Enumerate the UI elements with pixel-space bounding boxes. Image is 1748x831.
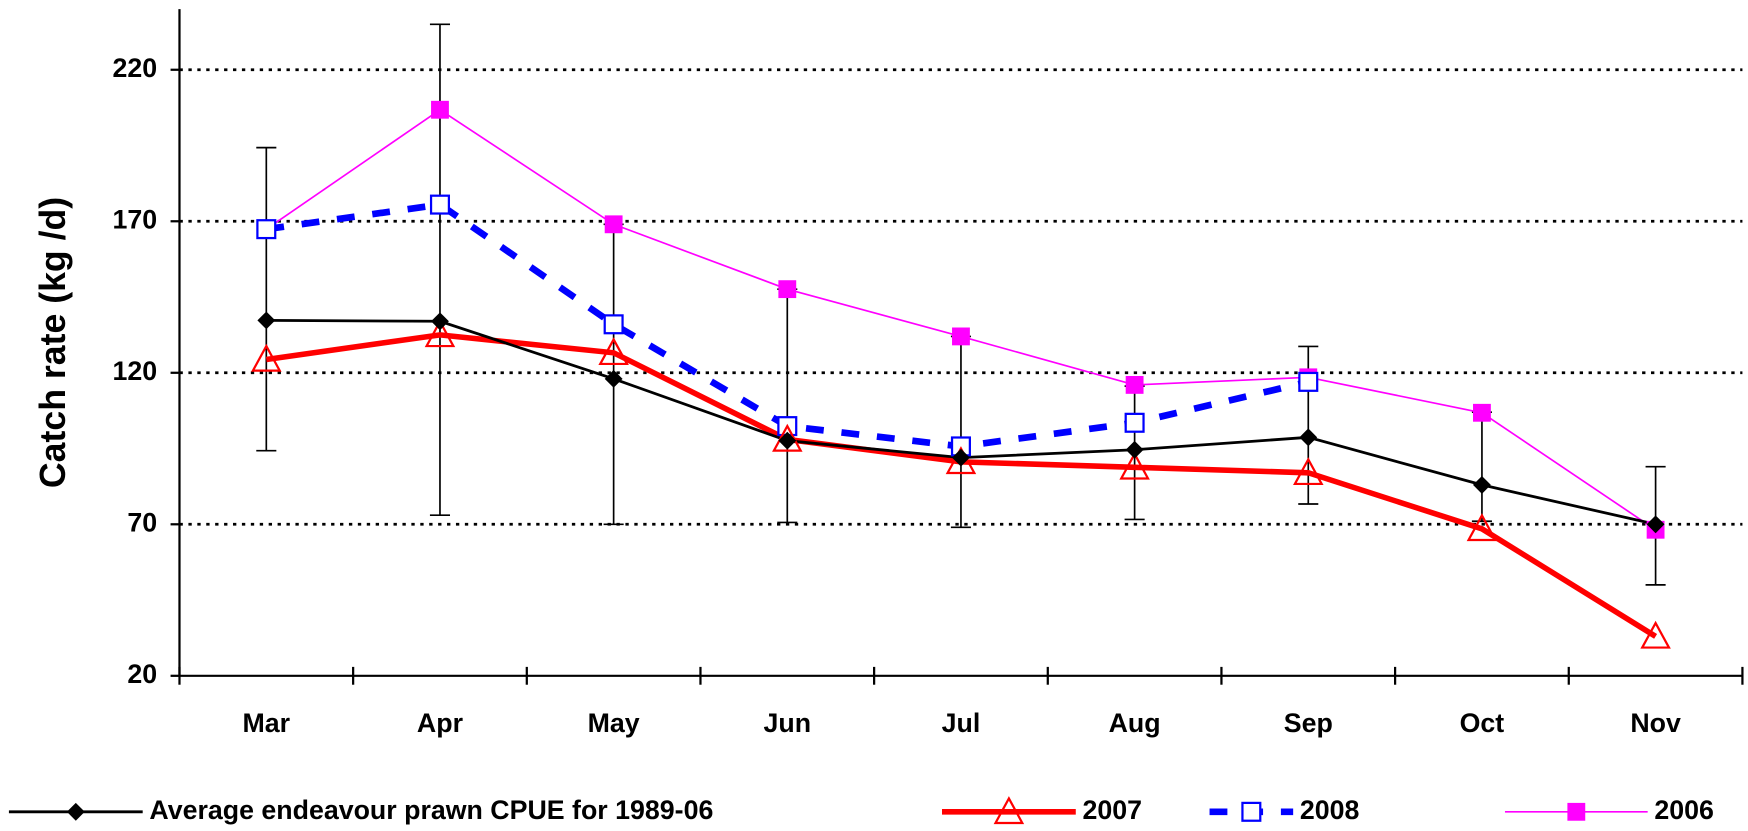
legend-marker	[66, 802, 85, 821]
marker	[1646, 515, 1665, 534]
y-tick-label: 220	[113, 53, 158, 83]
marker	[1125, 440, 1144, 459]
marker	[431, 100, 449, 119]
marker	[1473, 403, 1491, 422]
marker	[778, 280, 797, 299]
marker	[1640, 620, 1671, 649]
marker	[1125, 375, 1144, 394]
x-tick-label: Sep	[1284, 708, 1333, 738]
marker	[945, 446, 977, 475]
legend-marker	[1567, 802, 1586, 821]
y-axis-label: Catch rate (kg /d)	[33, 197, 73, 488]
marker	[257, 311, 276, 330]
legend-marker	[993, 796, 1025, 825]
x-tick-label: Nov	[1630, 708, 1681, 738]
marker	[598, 337, 629, 366]
legend-marker	[1241, 801, 1262, 822]
marker	[603, 314, 624, 335]
y-tick-label: 70	[127, 507, 157, 537]
marker	[604, 369, 623, 388]
marker	[1124, 412, 1145, 433]
y-tick-label: 120	[113, 356, 158, 386]
x-tick-label: Oct	[1460, 708, 1505, 738]
marker	[1119, 451, 1150, 480]
marker	[424, 319, 456, 348]
legend-label: 2008	[1300, 795, 1360, 825]
marker	[952, 327, 970, 346]
x-tick-label: Jul	[942, 708, 981, 738]
marker	[604, 215, 623, 234]
marker	[1466, 513, 1498, 542]
y-tick-label: 170	[113, 204, 158, 234]
x-tick-label: May	[588, 708, 640, 738]
x-tick-label: Aug	[1109, 708, 1161, 738]
marker	[1293, 457, 1324, 486]
legend-label: 2006	[1654, 795, 1714, 825]
marker	[1298, 371, 1319, 392]
legend-label: Average endeavour prawn CPUE for 1989-06	[149, 795, 713, 825]
marker	[772, 423, 803, 452]
marker	[251, 343, 282, 372]
marker	[431, 312, 449, 331]
x-tick-label: Mar	[243, 708, 291, 738]
marker	[256, 219, 277, 240]
y-tick-label: 20	[127, 659, 157, 689]
marker	[429, 194, 451, 215]
marker	[1473, 475, 1491, 494]
legend-label: 2007	[1082, 795, 1142, 825]
x-tick-label: Jun	[764, 708, 812, 738]
x-tick-label: Apr	[417, 708, 463, 738]
marker	[1299, 428, 1318, 447]
